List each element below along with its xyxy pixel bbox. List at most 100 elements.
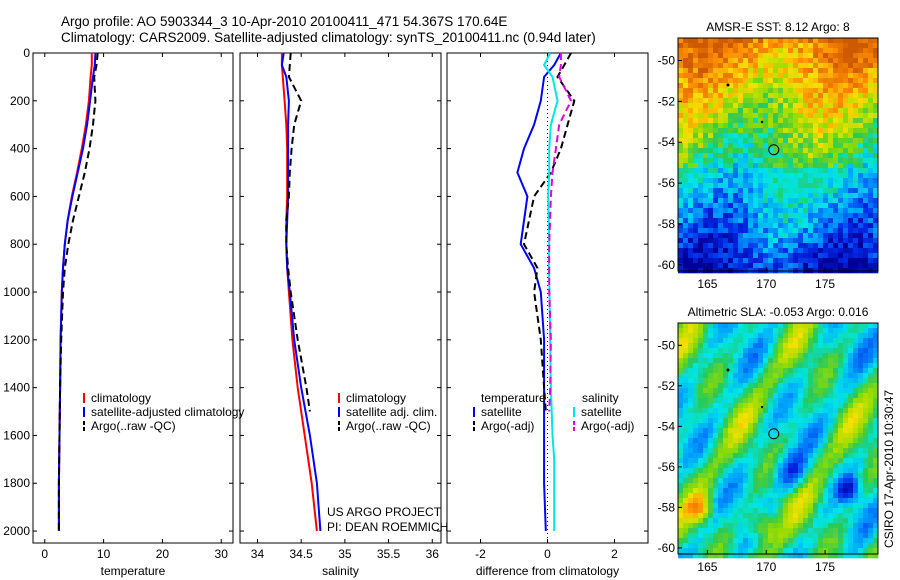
map-cell <box>693 478 699 484</box>
map-cell <box>678 528 684 534</box>
map-cell <box>818 333 824 339</box>
map-cell <box>678 363 684 369</box>
map-cell <box>793 448 799 454</box>
map-cell <box>818 263 824 269</box>
map-cell <box>798 253 804 259</box>
y-tick-label: 200 <box>10 94 30 108</box>
map-cell <box>833 183 839 189</box>
map-cell <box>763 548 769 554</box>
map-cell <box>793 368 799 374</box>
map-cell <box>698 223 704 229</box>
map-cell <box>688 53 694 59</box>
map-cell <box>758 228 764 234</box>
map-cell <box>828 408 834 414</box>
series-line-temperature-satellite <box>516 53 562 532</box>
map-cell <box>868 223 874 229</box>
map-cell <box>713 468 719 474</box>
map-cell <box>723 193 729 199</box>
map-cell <box>713 393 719 399</box>
map-cell <box>873 413 879 419</box>
map-cell <box>698 243 704 249</box>
map-cell <box>718 548 724 554</box>
map-cell <box>768 393 774 399</box>
map-cell <box>818 128 824 134</box>
map-cell <box>733 543 739 549</box>
y-tick-label: 1000 <box>3 285 30 299</box>
x-tick-label: 34 <box>251 547 265 561</box>
map-cell <box>833 88 839 94</box>
map-cell <box>758 123 764 129</box>
map-cell <box>818 468 824 474</box>
map-cell <box>843 198 849 204</box>
map-cells <box>678 38 879 274</box>
map-cell <box>793 173 799 179</box>
map-cell <box>808 358 814 364</box>
map-cell <box>813 338 819 344</box>
map-cell <box>853 78 859 84</box>
map-cell <box>813 378 819 384</box>
map-cell <box>753 438 759 444</box>
map-cell <box>683 353 689 359</box>
map-cell <box>848 238 854 244</box>
map-cell <box>703 223 709 229</box>
map-cell <box>818 533 824 539</box>
x-tick-label: -2 <box>475 547 486 561</box>
map-cell <box>828 548 834 554</box>
map-cell <box>813 93 819 99</box>
map-cell <box>798 83 804 89</box>
map-cell <box>828 448 834 454</box>
map-cell <box>853 98 859 104</box>
map-cell <box>873 203 879 209</box>
map-x-tick-label: 170 <box>756 277 776 291</box>
map-cell <box>848 208 854 214</box>
map-cell <box>853 468 859 474</box>
map-cell <box>858 378 864 384</box>
map-cell <box>778 458 784 464</box>
map-cell <box>683 153 689 159</box>
map-cell <box>678 168 684 174</box>
map-cell <box>718 143 724 149</box>
map-cell <box>678 433 684 439</box>
map-cell <box>778 353 784 359</box>
map-cell <box>843 388 849 394</box>
map-cell <box>773 248 779 254</box>
map-cell <box>828 413 834 419</box>
map-cell <box>748 473 754 479</box>
map-cell <box>833 133 839 139</box>
map-cell <box>813 238 819 244</box>
map-cell <box>843 323 849 329</box>
map-cell <box>693 248 699 254</box>
map-cell <box>798 148 804 154</box>
map-cell <box>708 338 714 344</box>
map-cell <box>868 108 874 114</box>
map-cell <box>813 503 819 509</box>
map-cell <box>828 458 834 464</box>
map-cell <box>803 143 809 149</box>
map-cell <box>798 188 804 194</box>
map-cell <box>773 358 779 364</box>
map-cell <box>683 523 689 529</box>
map-cell <box>713 258 719 264</box>
map-cell <box>708 443 714 449</box>
map-cell <box>738 78 744 84</box>
map-cell <box>793 443 799 449</box>
map-cell <box>713 163 719 169</box>
map-cell <box>713 73 719 79</box>
map-cell <box>748 98 754 104</box>
map-cell <box>793 208 799 214</box>
map-cell <box>703 338 709 344</box>
map-cell <box>828 388 834 394</box>
map-cell <box>708 393 714 399</box>
map-cell <box>728 523 734 529</box>
map-cell <box>868 168 874 174</box>
map-cell <box>728 518 734 524</box>
map-cell <box>708 243 714 249</box>
map-cell <box>868 348 874 354</box>
map-cell <box>763 208 769 214</box>
map-cell <box>818 183 824 189</box>
map-cell <box>683 93 689 99</box>
map-cell <box>783 253 789 259</box>
map-cell <box>723 158 729 164</box>
map-cell <box>703 243 709 249</box>
map-cell <box>868 213 874 219</box>
